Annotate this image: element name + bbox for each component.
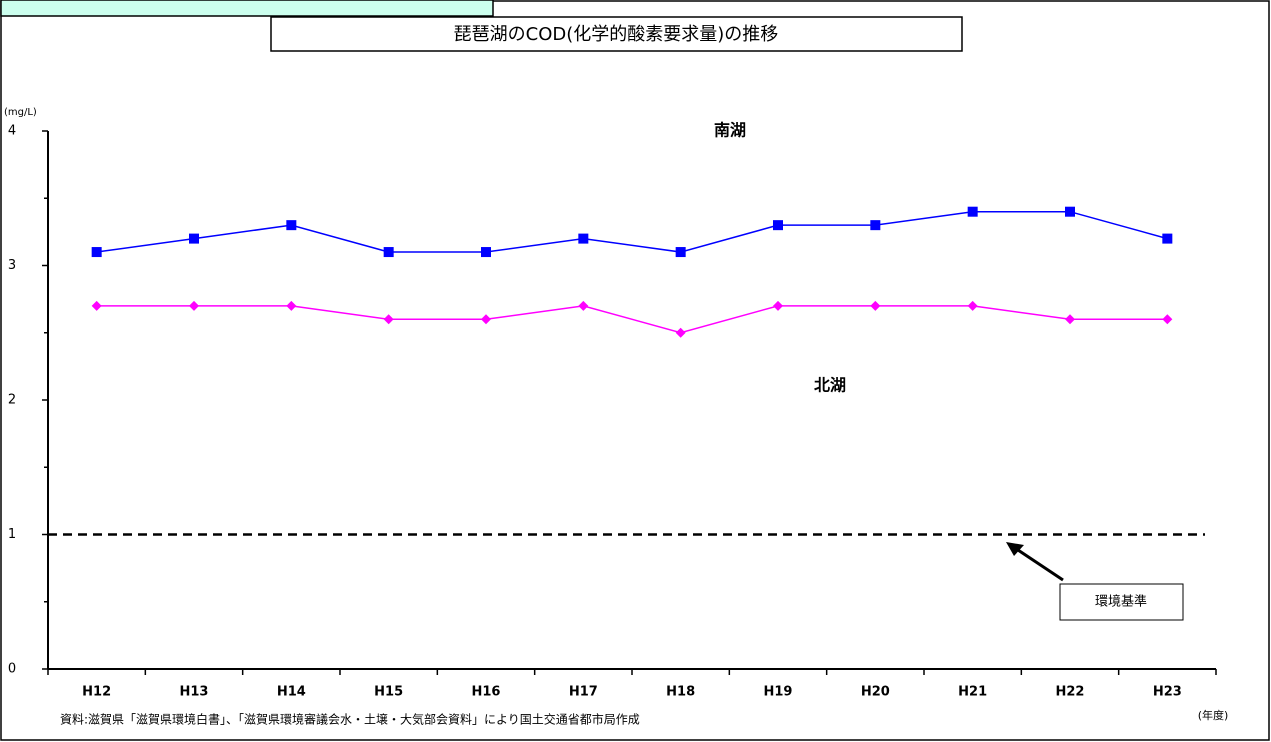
x-tick-label: H21	[958, 685, 987, 700]
x-tick-label: H22	[1056, 685, 1085, 700]
x-tick-label: H18	[666, 685, 695, 700]
chart-title: 琵琶湖のCOD(化学的酸素要求量)の推移	[454, 24, 779, 45]
title-box	[270, 16, 963, 52]
x-tick-label: H20	[861, 685, 890, 700]
x-tick-label: H19	[764, 685, 793, 700]
marker	[967, 206, 978, 217]
marker	[189, 233, 199, 244]
marker	[578, 233, 589, 244]
reference-label: 環境基準	[1095, 594, 1147, 610]
marker	[675, 327, 686, 338]
x-tick-label: H23	[1153, 685, 1182, 700]
marker	[773, 300, 783, 311]
marker	[286, 220, 297, 231]
reference-label-box	[1059, 583, 1184, 621]
marker	[578, 300, 589, 311]
x-tick-label: H15	[374, 685, 403, 700]
marker	[967, 300, 978, 311]
x-tick-label: H12	[82, 685, 111, 700]
y-tick-label: 0	[8, 662, 16, 677]
series-label: 南湖	[714, 121, 746, 140]
marker	[773, 220, 783, 231]
marker	[91, 247, 102, 258]
marker	[383, 314, 394, 325]
marker	[870, 300, 881, 311]
series-label: 北湖	[814, 376, 846, 395]
header-tab	[0, 0, 494, 17]
x-tick-label: H14	[277, 685, 306, 700]
x-tick-label: H16	[472, 685, 501, 700]
marker	[1162, 314, 1173, 325]
x-tick-label: H17	[569, 685, 598, 700]
series-line	[96, 210, 1168, 253]
x-tick-label: H13	[180, 685, 209, 700]
y-tick-label: 3	[8, 258, 16, 273]
marker	[189, 300, 199, 311]
marker	[481, 314, 491, 325]
x-unit: (年度)	[1198, 708, 1229, 722]
marker	[91, 300, 102, 311]
reference-arrow	[1011, 544, 1064, 582]
marker	[383, 247, 394, 258]
marker	[481, 247, 491, 258]
source-note: 資料:滋賀県「滋賀県環境白書」、「滋賀県環境審議会水・土壌・大気部会資料」により…	[60, 712, 640, 727]
marker	[870, 220, 881, 231]
reference-arrowhead	[1006, 542, 1024, 556]
marker	[1065, 206, 1075, 217]
marker	[1065, 314, 1075, 325]
marker	[1162, 233, 1173, 244]
y-tick-label: 4	[8, 124, 16, 139]
y-tick-label: 1	[8, 527, 16, 542]
y-tick-label: 2	[8, 393, 16, 408]
series-line	[96, 305, 1168, 334]
marker	[675, 247, 686, 258]
y-unit: (mg/L)	[4, 107, 37, 118]
marker	[286, 300, 297, 311]
